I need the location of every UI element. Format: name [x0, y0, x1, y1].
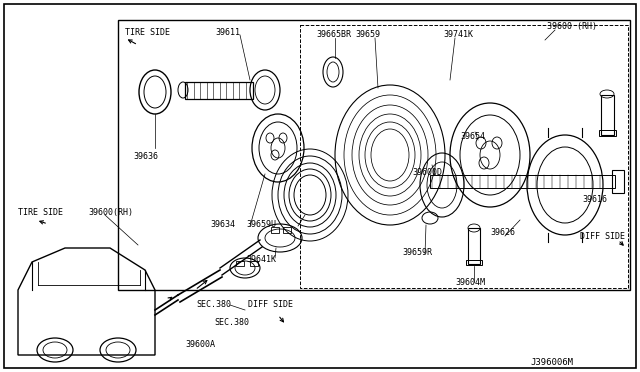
Bar: [601, 95, 614, 135]
Text: TIRE SIDE: TIRE SIDE: [125, 28, 170, 37]
Ellipse shape: [100, 338, 136, 362]
Bar: [599, 130, 616, 136]
Bar: [185, 82, 253, 99]
Text: 39659U: 39659U: [246, 220, 276, 229]
Text: 39741K: 39741K: [443, 30, 473, 39]
Bar: [118, 20, 630, 290]
Text: DIFF SIDE: DIFF SIDE: [248, 300, 293, 309]
Text: 39665BR: 39665BR: [316, 30, 351, 39]
Text: 39659R: 39659R: [402, 248, 432, 257]
Bar: [283, 227, 291, 233]
Text: 39626: 39626: [490, 228, 515, 237]
Text: 39611: 39611: [215, 28, 240, 37]
Text: 39634: 39634: [210, 220, 235, 229]
Text: SEC.380: SEC.380: [196, 300, 231, 309]
Bar: [468, 228, 480, 264]
Bar: [236, 261, 244, 266]
Text: 39636: 39636: [133, 152, 158, 161]
Text: 39659: 39659: [355, 30, 380, 39]
Bar: [271, 227, 279, 233]
Text: SEC.380: SEC.380: [214, 318, 249, 327]
Text: 39641K: 39641K: [246, 255, 276, 264]
Text: 39604M: 39604M: [455, 278, 485, 287]
Text: 39654: 39654: [460, 132, 485, 141]
Text: DIFF SIDE: DIFF SIDE: [580, 232, 625, 241]
Bar: [430, 175, 615, 188]
Text: J396006M: J396006M: [530, 358, 573, 367]
Bar: [612, 170, 624, 193]
Text: 39600(RH): 39600(RH): [88, 208, 133, 217]
Ellipse shape: [37, 338, 73, 362]
Text: 39616: 39616: [582, 195, 607, 204]
Bar: [250, 261, 258, 266]
Text: 39600 (RH): 39600 (RH): [547, 22, 597, 31]
Text: 39600A: 39600A: [185, 340, 215, 349]
Text: TIRE SIDE: TIRE SIDE: [18, 208, 63, 217]
Bar: [466, 260, 482, 265]
Text: 39600D: 39600D: [412, 168, 442, 177]
